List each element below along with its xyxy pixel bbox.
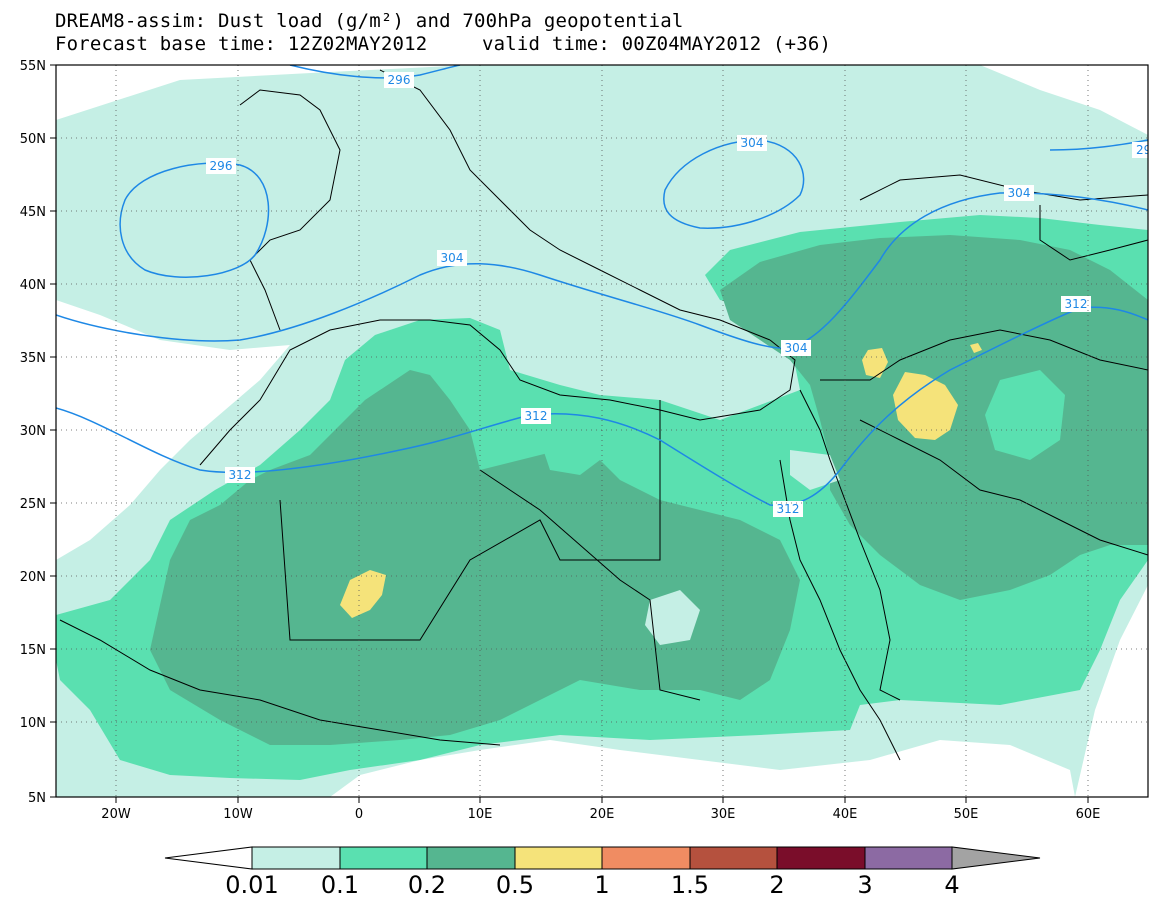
- colorbar-label: 0.01: [225, 871, 278, 899]
- contour-label: 312: [525, 409, 548, 423]
- colorbar-label: 2: [769, 871, 784, 899]
- lon-label: 60E: [1076, 807, 1101, 822]
- contour-304-closed: [663, 139, 805, 229]
- colorbar-segment: [689, 846, 778, 870]
- dust-fill-high-mali: [340, 570, 386, 618]
- colorbar: 0.01 0.1 0.2 0.5 1 1.5 2 3 4: [164, 846, 1041, 899]
- colorbar-label: 1: [594, 871, 609, 899]
- lon-label: 0: [355, 807, 363, 822]
- contour-304-main: [56, 192, 1148, 349]
- lat-label: 25N: [20, 497, 46, 512]
- contour-29x-east: [1049, 139, 1148, 151]
- lat-label: 30N: [20, 424, 46, 439]
- lat-label: 10N: [20, 716, 46, 731]
- contour-label: 29: [1136, 143, 1151, 157]
- lon-label: 50E: [954, 807, 979, 822]
- map-title: DREAM8-assim: Dust load (g/m²) and 700hP…: [55, 10, 684, 32]
- lon-label: 10W: [223, 807, 253, 822]
- valid-time: valid time: 00Z04MAY2012 (+36): [482, 33, 832, 55]
- dust-fill-high-iran: [970, 343, 982, 353]
- dust-fill-high-syria: [862, 348, 888, 378]
- colorbar-segment: [251, 846, 341, 870]
- colorbar-label: 4: [944, 871, 959, 899]
- clear-area-north: [980, 65, 1148, 135]
- lon-label: 40E: [833, 807, 858, 822]
- contour-296-closed: [119, 162, 270, 278]
- lat-label: 45N: [20, 205, 46, 220]
- contour-labels: 296 296 304 304 304 304 312 312 312 312 …: [206, 72, 1151, 517]
- contour-label: 296: [388, 73, 411, 87]
- dust-patch-light-egypt: [645, 590, 700, 645]
- lon-label: 20E: [590, 807, 615, 822]
- colorbar-segment: [514, 846, 603, 870]
- contour-label: 304: [785, 341, 808, 355]
- contour-label: 304: [441, 251, 464, 265]
- colorbar-segment: [601, 846, 691, 870]
- dust-patch-medium-algeria: [540, 430, 600, 475]
- colorbar-segment: [339, 846, 428, 870]
- contour-label: 304: [1008, 186, 1031, 200]
- colorbar-label: 0.1: [321, 871, 359, 899]
- lat-label: 5N: [28, 791, 46, 806]
- map-area: 296 296 304 304 304 304 312 312 312 312 …: [56, 65, 1151, 797]
- lon-label: 10E: [468, 807, 493, 822]
- lat-label: 20N: [20, 570, 46, 585]
- lat-ticks: [50, 64, 56, 798]
- dust-patch-medium-iran: [985, 370, 1065, 460]
- lat-label: 15N: [20, 643, 46, 658]
- lat-label: 50N: [20, 132, 46, 147]
- contour-label: 312: [777, 502, 800, 516]
- forecast-base-time: Forecast base time: 12Z02MAY2012: [55, 33, 428, 55]
- contour-label: 304: [741, 136, 764, 150]
- lat-labels: 55N 50N 45N 40N 35N 30N 25N 20N 15N 10N …: [20, 59, 46, 806]
- lat-label: 35N: [20, 351, 46, 366]
- gridlines: [56, 65, 1148, 797]
- colorbar-label: 0.2: [408, 871, 446, 899]
- lon-labels: 20W 10W 0 10E 20E 30E 40E 50E 60E: [101, 807, 1100, 822]
- lat-label: 40N: [20, 278, 46, 293]
- geopotential-contours: [56, 65, 1148, 507]
- contour-label: 312: [1065, 297, 1088, 311]
- coastlines: [59, 69, 1148, 761]
- contour-label: 312: [229, 468, 252, 482]
- colorbar-label: 3: [857, 871, 872, 899]
- colorbar-end-low: [164, 846, 253, 870]
- lat-label: 55N: [20, 59, 46, 74]
- lon-label: 30E: [711, 807, 736, 822]
- dust-patch-light-sudan: [790, 450, 840, 490]
- contour-312: [56, 306, 1148, 507]
- colorbar-segment: [426, 846, 516, 870]
- colorbar-label: 0.5: [496, 871, 534, 899]
- dust-fill-high-iraq: [893, 372, 958, 440]
- clear-area-south: [330, 740, 1075, 797]
- contour-label: 296: [210, 159, 233, 173]
- lon-label: 20W: [101, 807, 131, 822]
- clear-area-west: [56, 300, 290, 560]
- colorbar-segment: [776, 846, 866, 870]
- lon-ticks: [115, 797, 1089, 803]
- colorbar-segment: [864, 846, 953, 870]
- colorbar-end-high: [951, 846, 1041, 870]
- colorbar-label: 1.5: [671, 871, 709, 899]
